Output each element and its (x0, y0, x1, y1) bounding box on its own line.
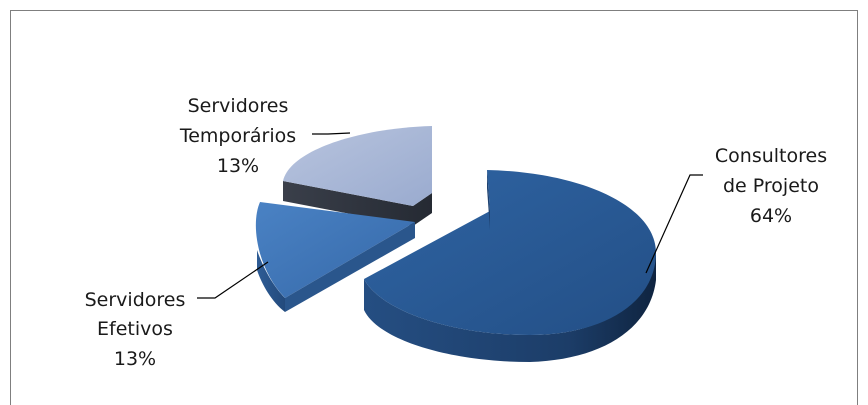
slice-servidores-temporarios-top (283, 126, 432, 206)
slice-servidores-efetivos-side (257, 250, 285, 312)
leader-line-efetivos (197, 261, 269, 299)
slice-servidores-efetivos-top (255, 202, 415, 298)
label-temporarios: Servidores Temporários 13% (179, 95, 296, 177)
slice-consultores-de-projeto-side (364, 252, 656, 362)
slice-consultores-de-projeto-top (364, 170, 656, 335)
label-efetivos-name-line1: Servidores (85, 289, 186, 311)
label-temporarios-percent: 13% (217, 155, 259, 177)
slice-servidores-temporarios-side (283, 181, 432, 226)
leader-line-consultores (645, 174, 703, 274)
slice-consultores-de-projeto (364, 170, 656, 362)
leader-line-temporarios (312, 132, 351, 135)
label-efetivos: Servidores Efetivos 13% (85, 289, 186, 370)
slice-consultores-de-projeto-cut (487, 170, 490, 230)
label-consultores: Consultores de Projeto 64% (715, 145, 827, 227)
label-efetivos-percent: 13% (114, 348, 156, 370)
label-temporarios-name-line1: Servidores (188, 95, 289, 117)
slice-servidores-efetivos (255, 202, 415, 312)
label-efetivos-name-line2: Efetivos (97, 318, 173, 340)
slice-servidores-efetivos-edge (285, 222, 415, 312)
label-temporarios-name-line2: Temporários (179, 125, 296, 147)
label-consultores-name-line1: Consultores (715, 145, 827, 167)
slice-servidores-temporarios (283, 126, 432, 226)
label-consultores-name-line2: de Projeto (723, 175, 819, 197)
label-consultores-percent: 64% (750, 205, 792, 227)
